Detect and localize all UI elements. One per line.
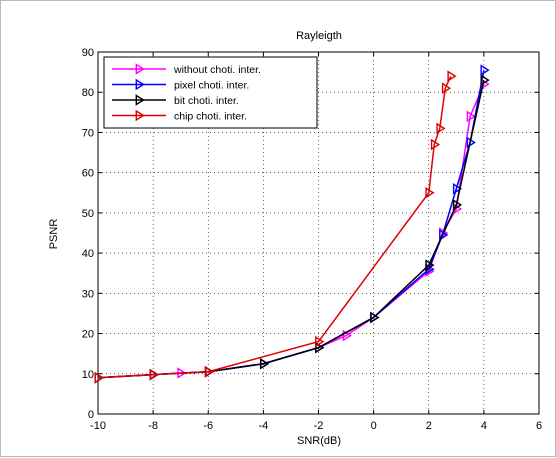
legend-marker <box>135 78 145 91</box>
y-tick-label: 20 <box>82 329 94 341</box>
y-tick-label: 30 <box>82 288 94 300</box>
y-tick-label: 50 <box>82 208 94 220</box>
legend-label: chip choti. inter. <box>174 111 247 123</box>
series-layer <box>94 64 490 384</box>
chart-title: Rayleigth <box>296 30 342 42</box>
y-tick-label: 10 <box>82 369 94 381</box>
legend: without choti. inter. pixel choti. inter.… <box>103 56 318 129</box>
data-point-marker <box>94 372 104 384</box>
data-point-marker <box>149 368 159 381</box>
x-tick-label: 4 <box>481 420 487 432</box>
data-point-marker <box>480 64 490 76</box>
data-point-marker <box>315 341 325 354</box>
series-3 <box>94 70 457 384</box>
data-point-marker <box>315 335 325 348</box>
legend-marker <box>135 63 145 75</box>
data-point-marker <box>204 366 215 378</box>
series-line <box>97 75 452 379</box>
x-tick-label: -8 <box>148 420 158 432</box>
x-tick-label: -2 <box>314 420 324 432</box>
data-point-marker <box>425 187 435 199</box>
legend-label: pixel choti. inter. <box>174 80 249 92</box>
data-point-marker <box>436 122 446 135</box>
legend-label: bit choti. inter. <box>174 95 239 107</box>
data-point-marker <box>430 138 441 151</box>
data-point-marker <box>441 82 452 94</box>
legend-marker <box>135 109 145 122</box>
grid-layer <box>98 52 539 414</box>
x-tick-label: -4 <box>258 420 268 432</box>
y-tick-label: 40 <box>82 248 94 260</box>
x-axis-label: SNR(dB) <box>297 435 341 447</box>
y-tick-label: 80 <box>82 87 94 99</box>
data-point-marker <box>466 110 476 123</box>
x-tick-label: 2 <box>426 420 432 432</box>
data-point-marker <box>259 357 270 370</box>
data-point-marker <box>480 74 490 86</box>
data-point-marker <box>342 329 352 342</box>
x-tick-label: 0 <box>371 420 377 432</box>
data-point-marker <box>425 259 435 271</box>
x-tick-label: -6 <box>203 420 213 432</box>
legend-label: without choti. inter. <box>173 64 261 76</box>
y-tick-label: 60 <box>82 168 94 180</box>
x-tick-label: 6 <box>536 420 542 432</box>
data-point-marker <box>447 70 457 82</box>
data-point-marker <box>452 199 463 211</box>
data-point-marker <box>370 311 380 324</box>
y-tick-label: 0 <box>88 409 94 421</box>
x-tick-label: -10 <box>90 420 106 432</box>
y-tick-label: 70 <box>82 127 94 139</box>
y-tick-label: 90 <box>82 47 94 59</box>
legend-marker <box>135 94 145 106</box>
data-point-marker <box>452 182 463 195</box>
y-axis-label: PSNR <box>48 219 60 250</box>
